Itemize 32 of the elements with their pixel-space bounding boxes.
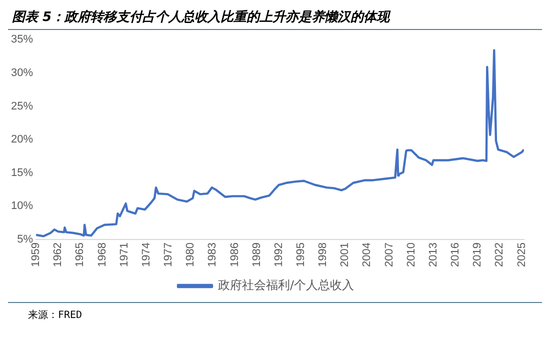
x-tick-label: 1965 (74, 242, 86, 268)
x-tick-label: 2004 (361, 242, 374, 268)
y-tick-label: 25% (10, 100, 34, 112)
source-note: 来源：FRED (28, 310, 82, 321)
x-tick-label: 2007 (383, 242, 396, 268)
x-tick-label: 1995 (294, 242, 307, 268)
x-tick-label: 1986 (228, 242, 241, 268)
x-tick-label: 1980 (184, 242, 197, 268)
x-tick-label: 2013 (427, 242, 440, 268)
x-tick-label: 1983 (206, 242, 219, 268)
x-tick-label: 2025 (516, 242, 528, 268)
x-tick-label: 1989 (250, 242, 263, 268)
y-tick-label: 30% (10, 66, 34, 79)
chart-title: 图表 5：政府转移支付占个人总收入比重的上升亦是养懒汉的体现 (8, 8, 542, 30)
y-tick-label: 35% (10, 34, 34, 46)
y-tick-label: 15% (10, 166, 34, 179)
x-tick-label: 1974 (140, 242, 152, 268)
legend-label: 政府社会福利/个人总收入 (218, 278, 354, 292)
x-tick-label: 2016 (450, 242, 462, 268)
x-tick-label: 1968 (96, 242, 108, 268)
x-tick-label: 1962 (52, 242, 64, 268)
x-tick-label: 2001 (339, 242, 352, 268)
x-tick-label: 1971 (118, 242, 130, 268)
x-tick-label: 1959 (30, 242, 42, 268)
x-tick-label: 2019 (472, 242, 484, 268)
x-tick-label: 1998 (317, 242, 330, 268)
y-tick-label: 10% (10, 200, 34, 212)
y-tick-label: 20% (10, 134, 34, 146)
x-tick-label: 2010 (405, 242, 418, 268)
x-tick-label: 1992 (272, 242, 285, 268)
x-tick-label: 1977 (162, 242, 175, 268)
x-tick-label: 2022 (494, 242, 506, 268)
